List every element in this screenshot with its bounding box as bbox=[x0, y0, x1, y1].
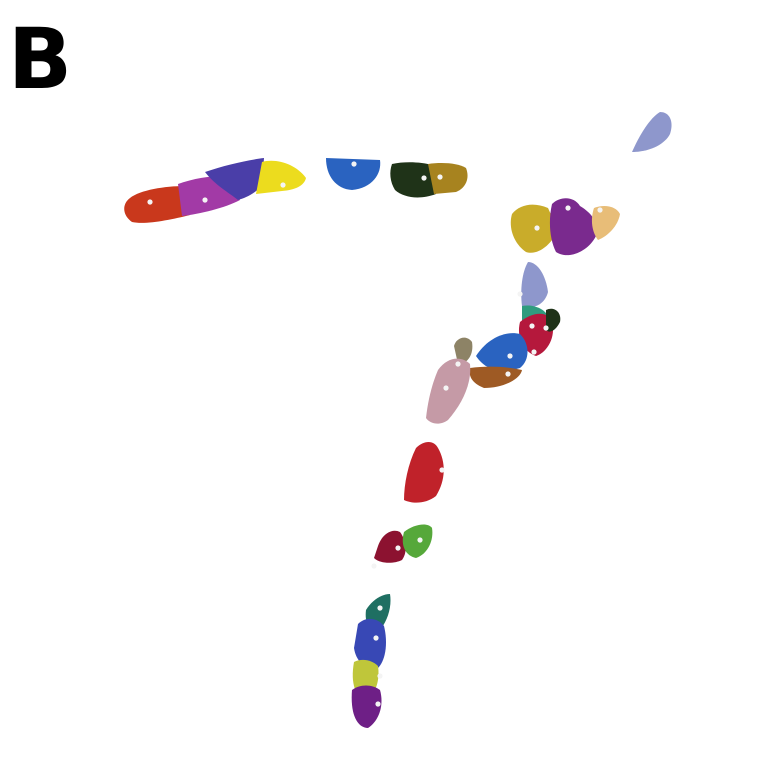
marker bbox=[373, 635, 379, 641]
marker bbox=[439, 467, 445, 473]
segment-crimson bbox=[518, 313, 554, 356]
segment-olive-tan bbox=[454, 337, 473, 364]
marker bbox=[543, 325, 549, 331]
segment-yellow bbox=[256, 160, 306, 194]
marker bbox=[455, 361, 461, 367]
marker bbox=[529, 323, 535, 329]
upper-arm-segments bbox=[124, 158, 468, 223]
marker bbox=[531, 349, 537, 355]
centroid-markers bbox=[147, 161, 603, 707]
segment-deep-purple bbox=[351, 685, 382, 728]
marker bbox=[443, 385, 449, 391]
marker bbox=[507, 353, 513, 359]
segment-brown-orange bbox=[469, 366, 522, 388]
marker bbox=[375, 701, 381, 707]
segment-gold bbox=[428, 163, 468, 194]
segment-dark-green-small bbox=[546, 308, 561, 332]
marker bbox=[421, 175, 427, 181]
marker bbox=[280, 182, 286, 188]
marker bbox=[202, 197, 208, 203]
segment-mustard bbox=[510, 204, 558, 253]
segment-dark-green bbox=[390, 162, 436, 198]
marker bbox=[395, 545, 401, 551]
segment-purple bbox=[549, 198, 597, 256]
marker bbox=[437, 174, 443, 180]
segment-royal-blue bbox=[326, 158, 381, 190]
segment-lavender-top bbox=[632, 112, 672, 152]
panel-label: B bbox=[8, 10, 72, 108]
segment-maroon bbox=[374, 530, 406, 563]
marker bbox=[371, 563, 377, 569]
segment-indigo bbox=[205, 158, 264, 200]
diagonal-arm-segments bbox=[351, 262, 561, 728]
segment-red bbox=[404, 442, 444, 503]
marker bbox=[377, 605, 383, 611]
marker bbox=[505, 371, 511, 377]
segment-royal-blue-mid bbox=[476, 333, 528, 371]
segment-lavender-mid bbox=[521, 262, 548, 308]
marker bbox=[534, 225, 540, 231]
marker bbox=[417, 537, 423, 543]
marker bbox=[147, 199, 153, 205]
junction-cluster bbox=[510, 198, 620, 256]
segment-peach bbox=[591, 206, 620, 240]
segment-pink-mauve bbox=[426, 358, 471, 424]
marker bbox=[565, 205, 571, 211]
segment-blue bbox=[354, 618, 386, 669]
marker bbox=[351, 161, 357, 167]
segment-red-orange bbox=[124, 186, 190, 223]
segment-green bbox=[402, 524, 433, 558]
marker bbox=[597, 207, 603, 213]
marker bbox=[377, 673, 383, 679]
marker bbox=[517, 291, 523, 297]
